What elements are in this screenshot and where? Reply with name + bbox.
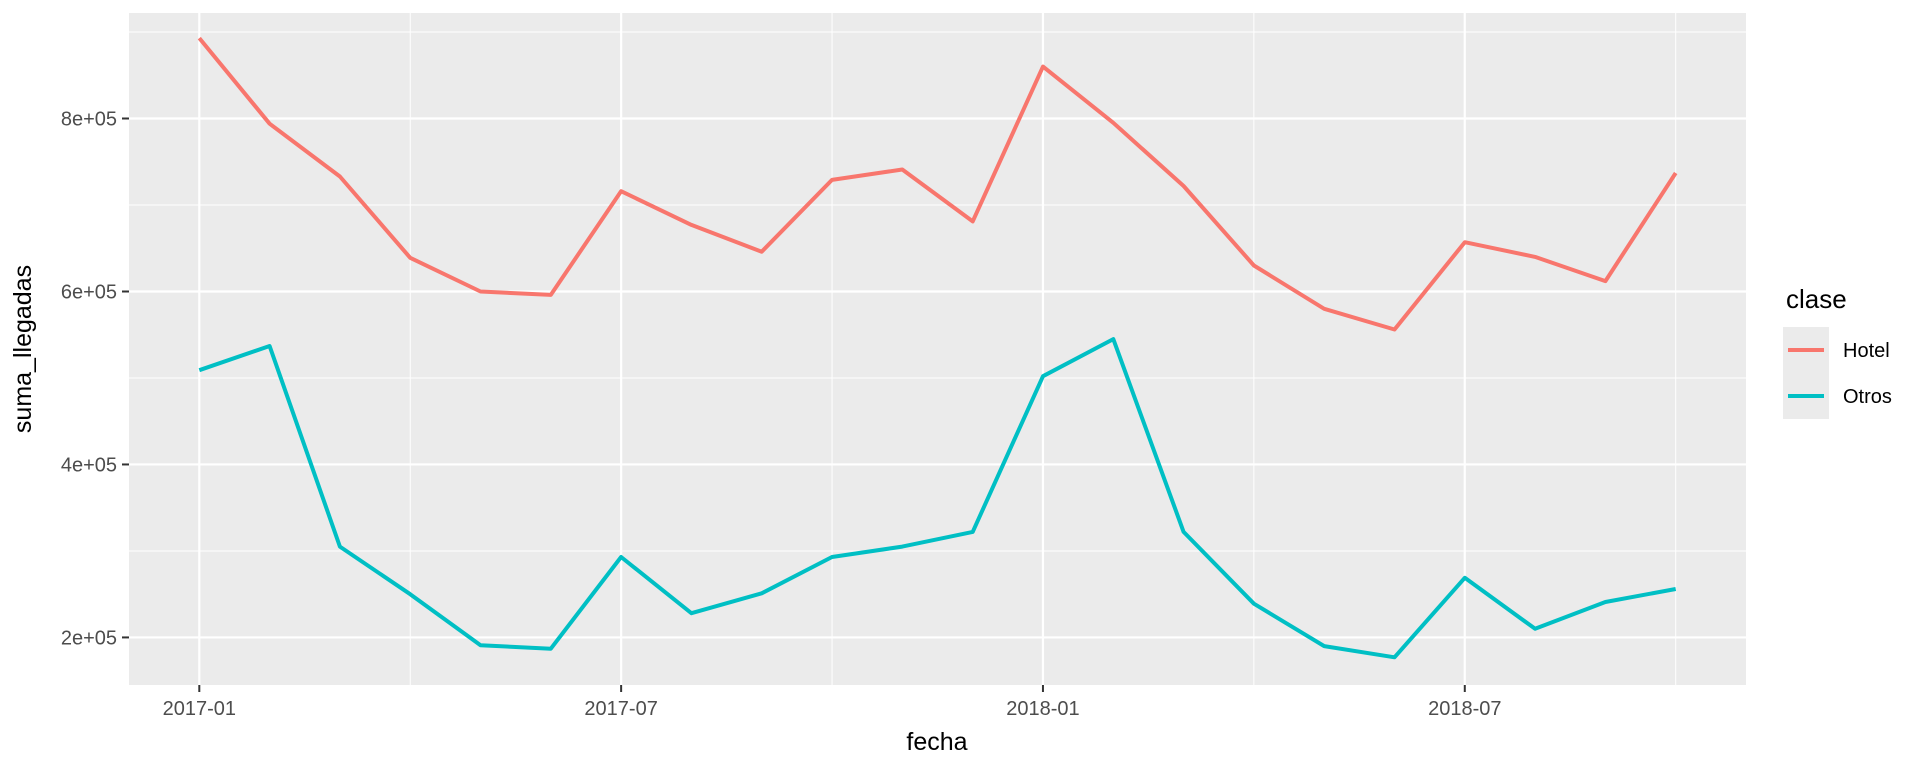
- major-gridlines: [129, 13, 1746, 685]
- y-tick-label: 4e+05: [61, 454, 117, 476]
- y-axis-title: suma_llegadas: [9, 265, 37, 433]
- legend-label-otros: Otros: [1843, 386, 1892, 408]
- series-lines: [197, 36, 1678, 660]
- x-tick-label: 2017-01: [163, 698, 236, 720]
- y-tick-label: 6e+05: [61, 281, 117, 303]
- x-tick-label: 2018-07: [1428, 698, 1501, 720]
- legend-items: Hotel Otros: [1783, 327, 1892, 419]
- legend-title: clase: [1786, 284, 1847, 314]
- x-tick-label: 2017-07: [584, 698, 657, 720]
- legend-label-hotel: Hotel: [1843, 340, 1890, 362]
- y-tick-labels: 2e+05 4e+05 6e+05 8e+05: [61, 109, 117, 650]
- legend: clase Hotel Otros: [1783, 284, 1892, 419]
- minor-gridlines: [129, 13, 1746, 685]
- y-tick-label: 8e+05: [61, 109, 117, 131]
- y-tick-label: 2e+05: [61, 627, 117, 649]
- series-line-otros: [198, 337, 1677, 660]
- x-axis-title: fecha: [906, 728, 967, 756]
- axis-ticks: [122, 117, 1466, 692]
- x-tick-label: 2018-01: [1006, 698, 1079, 720]
- x-tick-labels: 2017-01 2017-07 2018-01 2018-07: [163, 698, 1502, 720]
- series-line-hotel: [197, 36, 1678, 332]
- plot-panel: [129, 13, 1746, 685]
